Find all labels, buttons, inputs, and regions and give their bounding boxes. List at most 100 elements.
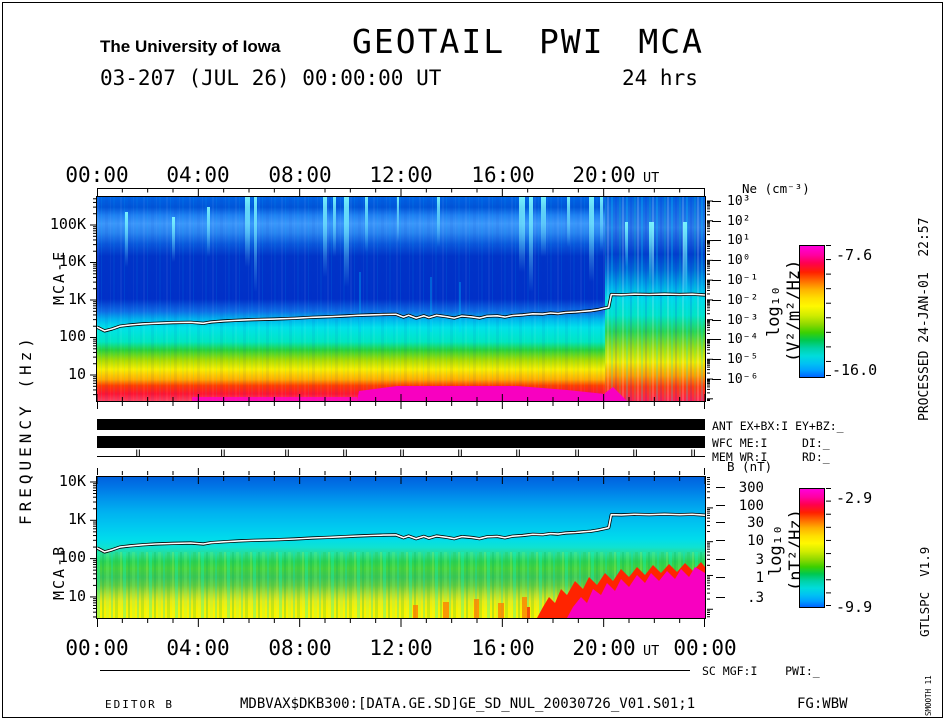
ne-tick: 10⁻⁴ [712,332,758,347]
tick-dash [712,300,721,301]
ytick-label: 100 [58,548,86,566]
mem-status-label: MEM WR:I RD:_ [712,450,830,464]
b-tick: 30 [716,515,764,531]
duration-label: 24 hrs [622,66,698,90]
mem-status-line [97,449,705,457]
b-tick: 10 [716,533,764,549]
mca-e-left-ticks [90,198,96,396]
tick-dash [716,559,725,560]
tick-dash [716,487,725,488]
tick-dash [716,577,725,578]
colorbar-min: -9.9 [836,598,873,616]
ytick-label: 1K [67,290,86,308]
fg-label: FG:WBW [797,696,848,712]
xtick-label: 12:00 [369,636,433,660]
mca-b-top-ticks [97,468,705,475]
tick-dash [716,597,725,598]
ut-label: UT [643,170,660,186]
smooth-annotation: SMOOTH 11 [924,675,933,716]
xtick-label: 00:00 [673,636,737,660]
mca-b-right-ticks [707,477,713,618]
xtick-label: 00:00 [65,636,129,660]
xtick-label: 08:00 [268,636,332,660]
tick-dash [712,201,721,202]
ne-tick: 10⁻³ [712,313,758,328]
xtick-label: 04:00 [166,636,230,660]
frequency-axis-label: FREQUENCY (Hz) [16,334,35,526]
processed-timestamp: PROCESSED 24-JAN-01 22:57 [917,217,932,422]
data-file-path: MDBVAX$DKB300:[DATA.GE.SD]GE_SD_NUL_2003… [240,696,696,712]
ne-tick: 10⁻⁶ [712,372,758,387]
mca-e-colorbar-label: log₁₀ (V²/m²/Hz) [764,259,804,363]
xtick-label: 00:00 [65,163,129,187]
tick-dash [712,379,721,380]
tick-dash [712,240,721,241]
mca-b-colorbar [799,488,825,608]
mca-b-spectrogram [97,477,705,618]
colorbar-max: -2.9 [836,489,873,507]
tick-dash [712,280,721,281]
mca-b-left-ticks [90,481,96,618]
tick-dash [716,505,725,506]
b-tick: .3 [716,590,764,606]
xtick-label: 16:00 [471,163,535,187]
mca-e-spectrogram-panel [96,196,706,402]
ne-axis-title: Ne (cm⁻³) [742,181,810,196]
colorbar-max: -7.6 [836,246,873,264]
mca-b-label: MCA-B [50,544,68,601]
mca-e-spectrogram [97,197,705,401]
institution-label: The University of Iowa [100,37,281,56]
mca-b-colorbar-ticks [826,488,831,606]
ytick-label: 100 [58,327,86,345]
ne-tick: 10⁻⁵ [712,352,758,367]
ytick-label: 1K [67,510,86,528]
ytick-label: 10 [67,365,86,383]
date-line: 03-207 (JUL 26) 00:00:00 UT [100,66,442,90]
tick-dash [712,260,721,261]
bottom-time-axis-ticks [97,619,705,627]
ne-tick: 10¹ [712,233,750,248]
ant-status-label: ANT EX+BX:I EY+BZ:_ [712,419,844,433]
ytick-label: 10K [58,472,86,490]
ytick-label: 10 [67,587,86,605]
mca-b-spectrogram-panel [96,476,706,619]
xtick-label: 12:00 [369,163,433,187]
editor-label: EDITOR B [105,698,174,711]
ant-status-bar [97,419,705,430]
ne-tick: 10² [712,214,750,229]
tick-dash [716,540,725,541]
page-title: GEOTAIL PWI MCA [352,22,705,61]
plasma-frequency-trace [97,513,705,553]
ut-label: UT [643,643,660,659]
mca-e-colorbar-ticks [826,245,831,376]
ne-tick: 10⁻¹ [712,273,758,288]
tick-dash [712,339,721,340]
tick-dash [712,359,721,360]
top-time-axis-ticks [97,188,705,197]
tick-dash [712,221,721,222]
b-tick: 300 [716,480,764,496]
xtick-label: 20:00 [572,636,636,660]
mca-e-bottom-ticks [97,402,705,409]
ne-tick: 10³ [712,194,750,209]
b-tick: 1 [716,570,764,586]
b-tick: 100 [716,498,764,514]
mca-e-right-ticks [707,200,713,401]
wfc-status-label: WFC ME:I DI:_ [712,436,830,450]
plasma-frequency-trace [97,293,705,332]
mca-b-colorbar-label: log₁₀ (nT²/Hz) [766,509,806,591]
xtick-label: 16:00 [471,636,535,660]
tick-dash [716,522,725,523]
ytick-label: 100K [49,215,86,233]
wfc-status-bar [97,436,705,448]
ne-tick: 10⁰ [712,253,750,268]
b-axis-title: B (nT) [727,459,773,474]
colorbar-min: -16.0 [832,361,878,379]
sc-status-line [100,670,690,671]
ne-tick: 10⁻² [712,293,758,308]
ytick-label: 10K [58,252,86,270]
mca-e-colorbar [799,245,825,378]
b-tick: 3 [716,552,764,568]
